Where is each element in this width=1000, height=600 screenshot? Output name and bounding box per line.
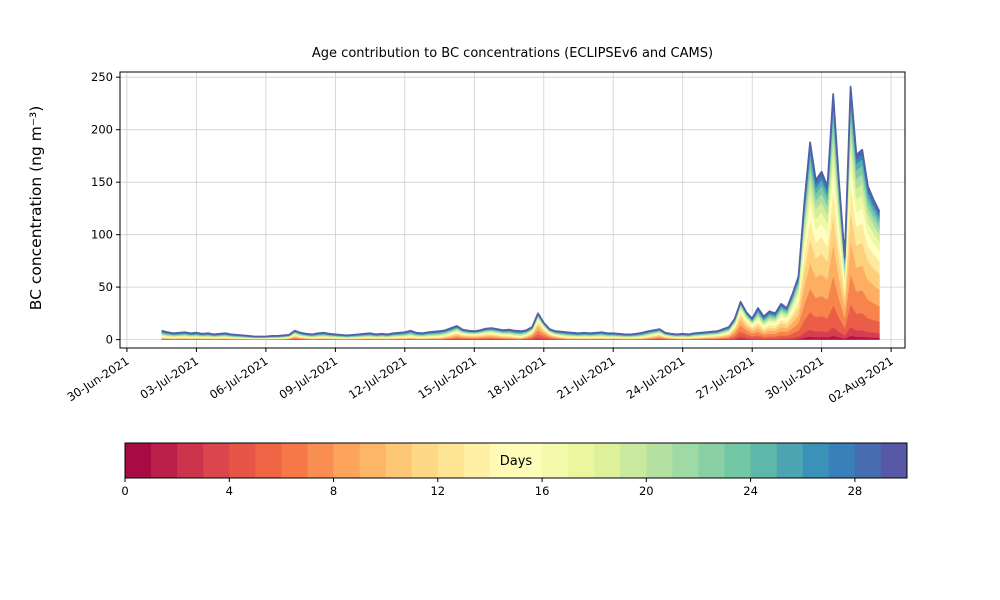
y-tick-label: 200 xyxy=(91,123,113,137)
age-band-22-24-days xyxy=(161,108,880,338)
x-tick-label: 15-Jul-2021 xyxy=(415,354,479,402)
x-tick-label: 02-Aug-2021 xyxy=(826,354,896,406)
age-band-20-22-days xyxy=(161,119,880,338)
x-tick-label: 30-Jul-2021 xyxy=(763,354,827,402)
colorbar: Days 0 4 8 12 16 20 24 28 xyxy=(121,442,908,498)
colorbar-tick-label: 12 xyxy=(430,484,445,498)
colorbar-tick-label: 24 xyxy=(743,484,758,498)
colorbar-tick-label: 28 xyxy=(848,484,863,498)
colorbar-tick-label: 4 xyxy=(226,484,233,498)
age-band-24-26-days xyxy=(161,99,880,338)
grid xyxy=(120,72,905,348)
chart-title: Age contribution to BC concentrations (E… xyxy=(311,46,714,61)
x-tick-label: 27-Jul-2021 xyxy=(693,354,757,402)
colorbar-tick-label: 8 xyxy=(330,484,337,498)
colorbar-label: Days xyxy=(500,454,533,469)
colorbar-tick-label: 16 xyxy=(535,484,550,498)
x-tick-label: 21-Jul-2021 xyxy=(554,354,618,402)
x-tick-label: 12-Jul-2021 xyxy=(346,354,410,402)
colorbar-tick-label: 0 xyxy=(121,484,128,498)
y-tick-label: 150 xyxy=(91,175,113,189)
x-tick-label: 09-Jul-2021 xyxy=(276,354,340,402)
x-tick-label: 18-Jul-2021 xyxy=(485,354,549,402)
y-tick-label: 100 xyxy=(91,228,113,242)
x-tick-label: 06-Jul-2021 xyxy=(207,354,271,402)
age-band-28-30-days xyxy=(161,86,880,337)
total-envelope-line xyxy=(161,85,881,338)
x-tick-label: 30-Jun-2021 xyxy=(65,354,132,404)
age-band-18-20-days xyxy=(161,132,880,339)
colorbar-border xyxy=(124,442,908,479)
y-axis-label: BC concentration (ng m⁻³) xyxy=(27,105,45,311)
axes: 0 50 100 150 200 250 30-Jun-2021 03-Jul-2021 06-… xyxy=(65,70,896,406)
stacked-areas xyxy=(161,86,880,340)
y-tick-label: 50 xyxy=(98,280,113,294)
colorbar-tick-label: 20 xyxy=(639,484,654,498)
plot-border xyxy=(119,71,906,349)
x-tick-label: 03-Jul-2021 xyxy=(137,354,201,402)
y-tick-label: 0 xyxy=(106,333,113,347)
x-tick-label: 24-Jul-2021 xyxy=(624,354,688,402)
age-band-16-18-days xyxy=(161,147,880,339)
y-tick-label: 250 xyxy=(91,70,113,84)
